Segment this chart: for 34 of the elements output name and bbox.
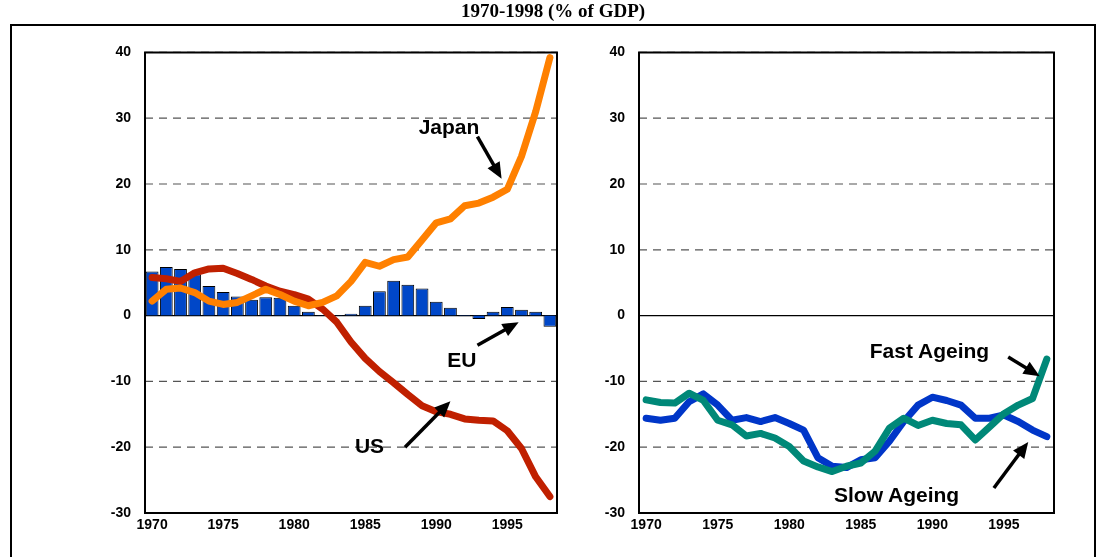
y-tick-label: -10 bbox=[604, 372, 626, 389]
x-tick-label: 1990 bbox=[916, 516, 949, 533]
x-tick-label: 1985 bbox=[845, 516, 877, 533]
y-tick-label: -30 bbox=[604, 503, 626, 520]
x-tick-label: 1975 bbox=[207, 516, 239, 533]
chart-title: 1970-1998 (% of GDP) bbox=[459, 0, 647, 22]
y-tick-label: -30 bbox=[110, 503, 132, 520]
x-tick-label: 1980 bbox=[773, 516, 806, 533]
x-tick-label: 1975 bbox=[702, 516, 734, 533]
text: Japan bbox=[418, 114, 480, 138]
y-tick-label: 40 bbox=[609, 43, 626, 60]
y-tick-label: -20 bbox=[110, 438, 132, 455]
y-tick-label: 20 bbox=[115, 174, 132, 191]
x-tick-label: 1980 bbox=[278, 516, 310, 533]
y-tick-label: -20 bbox=[604, 438, 626, 455]
x-tick-label: 1990 bbox=[420, 516, 453, 533]
x-tick-label: 1970 bbox=[136, 516, 168, 533]
y-tick-label: -10 bbox=[110, 372, 132, 389]
x-tick-label: 1985 bbox=[349, 516, 381, 533]
y-tick-label: 20 bbox=[609, 174, 626, 191]
y-tick-label: 0 bbox=[617, 306, 626, 323]
y-tick-label: 0 bbox=[123, 306, 132, 323]
y-tick-label: 40 bbox=[115, 43, 132, 60]
text: US bbox=[354, 434, 385, 457]
y-tick-label: 10 bbox=[115, 240, 132, 257]
y-tick-label: 10 bbox=[609, 240, 626, 257]
x-tick-label: 1995 bbox=[491, 516, 524, 533]
x-tick-label: 1995 bbox=[988, 516, 1020, 533]
y-tick-label: 30 bbox=[609, 109, 626, 126]
text: Fast Ageing bbox=[869, 338, 990, 362]
x-tick-label: 1970 bbox=[630, 516, 662, 533]
y-tick-label: 30 bbox=[115, 109, 132, 126]
series-label: EU bbox=[447, 348, 477, 372]
series-label: Slow Ageing bbox=[833, 482, 960, 506]
